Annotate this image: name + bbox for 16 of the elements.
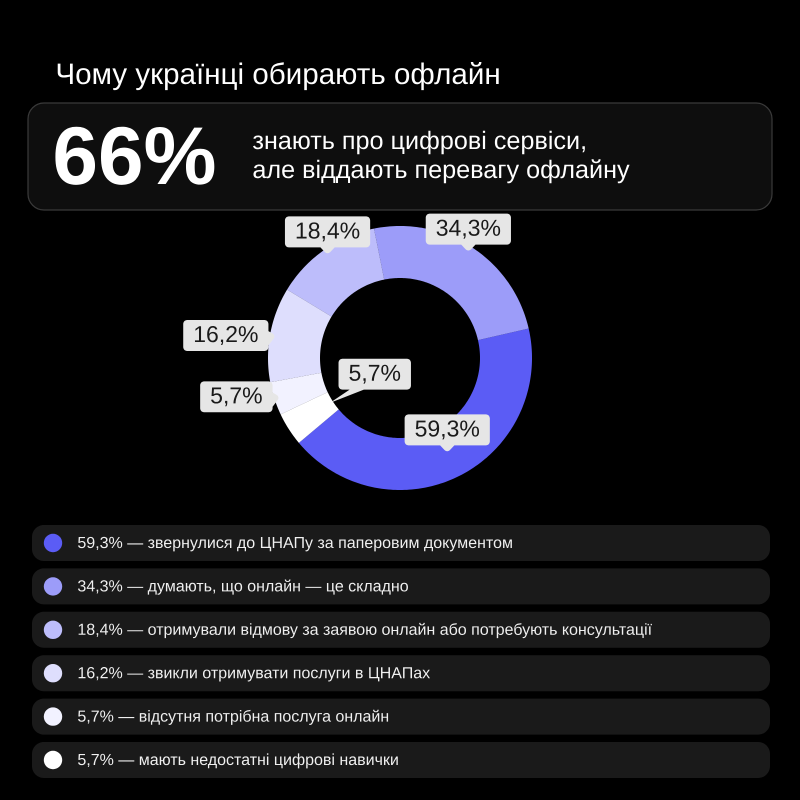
- text: але віддають перевагу офлайну: [253, 159, 630, 184]
- data-label: 5,7%: [211, 387, 262, 406]
- legend-label: 16,2% — звикли отримувати послуги в ЦНАПах: [78, 667, 430, 682]
- text: знають про цифрові сервіси,: [252, 130, 585, 154]
- chart-title: Чому українці обирають офлайн: [58, 62, 499, 90]
- data-label: 59,3%: [416, 420, 480, 440]
- text: 66%: [55, 126, 214, 185]
- data-label: 16,2%: [194, 326, 258, 346]
- legend-label: 5,7% — мають недостатні цифрові навички: [78, 753, 398, 768]
- legend-label: 59,3% — звернулися до ЦНАПу за паперовим документом: [78, 536, 512, 552]
- legend-label: 18,4% — отримували відмову за заявою онлайн або потребують консультації: [78, 622, 652, 638]
- data-label: 5,7%: [349, 364, 400, 384]
- legend-label: 34,3% — думають, що онлайн — це складно: [78, 580, 408, 595]
- legend-label: 5,7% — відсутня потрібна послуга онлайн: [78, 710, 388, 725]
- data-label: 18,4%: [296, 222, 360, 242]
- data-label: 34,3%: [436, 220, 500, 239]
